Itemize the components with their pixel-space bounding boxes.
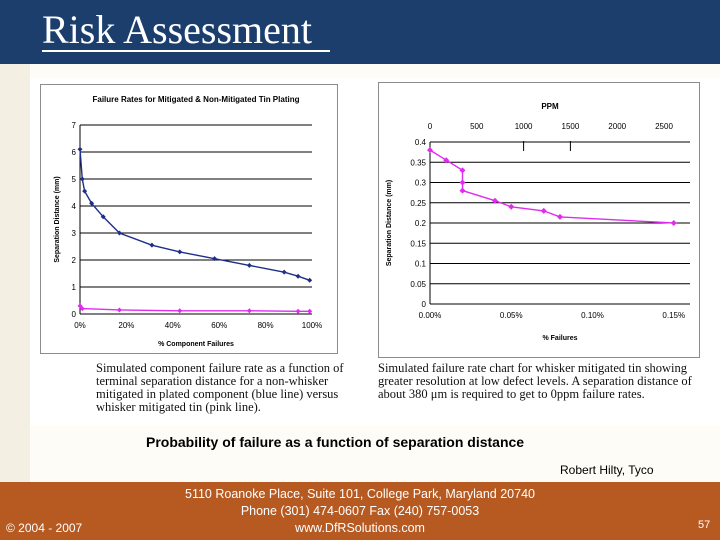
y-axis-title: Separation Distance (mm) [54,176,61,262]
x-tick-label: 80% [258,321,274,330]
data-point [459,187,466,194]
y-tick-label: 0.25 [410,199,426,208]
footer-phone-line: Phone (301) 474-0607 Fax (240) 757-0053 [240,504,480,518]
data-point [177,249,183,255]
data-point [540,207,547,214]
footer-copyright: © 2004 - 2007 [6,521,83,535]
footer-website-link[interactable]: www.DfRSolutions.com [295,521,425,535]
data-point [116,307,122,313]
top-tick-label: 500 [470,122,484,131]
top-tick-label: 2000 [608,122,626,131]
data-point [307,308,313,314]
y-tick-label: 0.3 [415,179,427,188]
y-tick-label: 2 [72,256,77,265]
chart-left: 0 1 2 3 4 5 6 7 0% 20% 40% 60% 80% 100% Failure Rates … [40,84,338,354]
data-point [295,308,301,314]
x-tick-label: 60% [211,321,227,330]
data-point [427,147,433,154]
data-point [492,197,498,204]
data-point [116,230,122,236]
data-point [149,242,155,248]
x-tick-label: 0% [74,321,86,330]
y-tick-label: 0 [422,300,427,309]
data-point [246,308,252,314]
data-point [281,269,287,275]
chart-title: PPM [541,102,559,111]
chart-frame [378,82,700,358]
data-point [177,308,183,314]
x-tick-label: 0.10% [581,311,604,320]
y-tick-label: 4 [72,202,77,211]
x-axis-title: % Failures [542,335,577,342]
credit: Robert Hilty, Tyco [560,463,654,477]
left-chart-caption: Simulated component failure rate as a fu… [96,361,344,414]
footer-address-line: 5110 Roanoke Place, Suite 101, College P… [185,487,535,501]
data-point [508,203,515,210]
y-tick-label: 1 [72,283,77,292]
top-tick-label: 0 [428,122,433,131]
series-line [429,149,674,224]
top-tick-label: 1500 [562,122,580,131]
data-point [79,176,85,182]
chart-title: Failure Rates for Mitigated & Non-Mitiga… [93,95,300,104]
data-point [557,213,563,220]
data-point [212,256,218,262]
right-chart-caption: Simulated failure rate chart for whisker… [378,361,692,401]
chart-right: 0 0.05 0.1 0.15 0.2 0.25 0.3 0.35 0.4 0.00% 0.05% 0… [378,82,700,358]
y-tick-label: 0.05 [410,280,426,289]
data-point [443,157,450,164]
y-tick-label: 0.2 [415,219,427,228]
footer: © 2004 - 2007 5110 Roanoke Place, Suite … [0,482,720,540]
y-tick-label: 5 [72,175,77,184]
data-point [82,188,88,194]
data-point [295,273,301,279]
y-tick-label: 0.4 [415,138,427,147]
data-point [89,200,95,206]
top-tick-label: 2500 [655,122,673,131]
x-tick-label: 0.15% [662,311,685,320]
y-tick-label: 0.1 [415,260,427,269]
y-tick-label: 0 [72,310,77,319]
figure-caption: Probability of failure as a function of … [146,434,525,450]
data-point [77,303,83,309]
x-tick-label: 100% [302,321,322,330]
data-point [246,262,252,268]
x-tick-label: 0.00% [419,311,442,320]
data-point [100,214,106,220]
x-tick-label: 0.05% [500,311,523,320]
y-axis-title: Separation Distance (mm) [386,180,393,266]
title-underline [42,50,330,52]
y-tick-label: 7 [72,121,77,130]
x-tick-label: 40% [165,321,181,330]
data-point [459,179,466,186]
y-tick-label: 0.15 [410,239,426,248]
page-number: 57 [698,519,711,531]
data-point [307,277,313,283]
x-axis-title: % Component Failures [158,341,234,348]
footer-address: 5110 Roanoke Place, Suite 101, College P… [140,486,580,537]
data-point [459,167,466,174]
y-tick-label: 0.35 [410,158,426,167]
data-point [670,220,677,226]
y-tick-label: 6 [72,148,77,157]
top-tick-label: 1000 [515,122,533,131]
data-point [79,306,85,312]
y-tick-label: 3 [72,229,77,238]
title-bar: Risk Assessment [0,0,720,64]
slide-title: Risk Assessment [42,7,313,52]
x-tick-label: 20% [118,321,134,330]
data-point [77,146,83,152]
side-strip [0,64,30,482]
